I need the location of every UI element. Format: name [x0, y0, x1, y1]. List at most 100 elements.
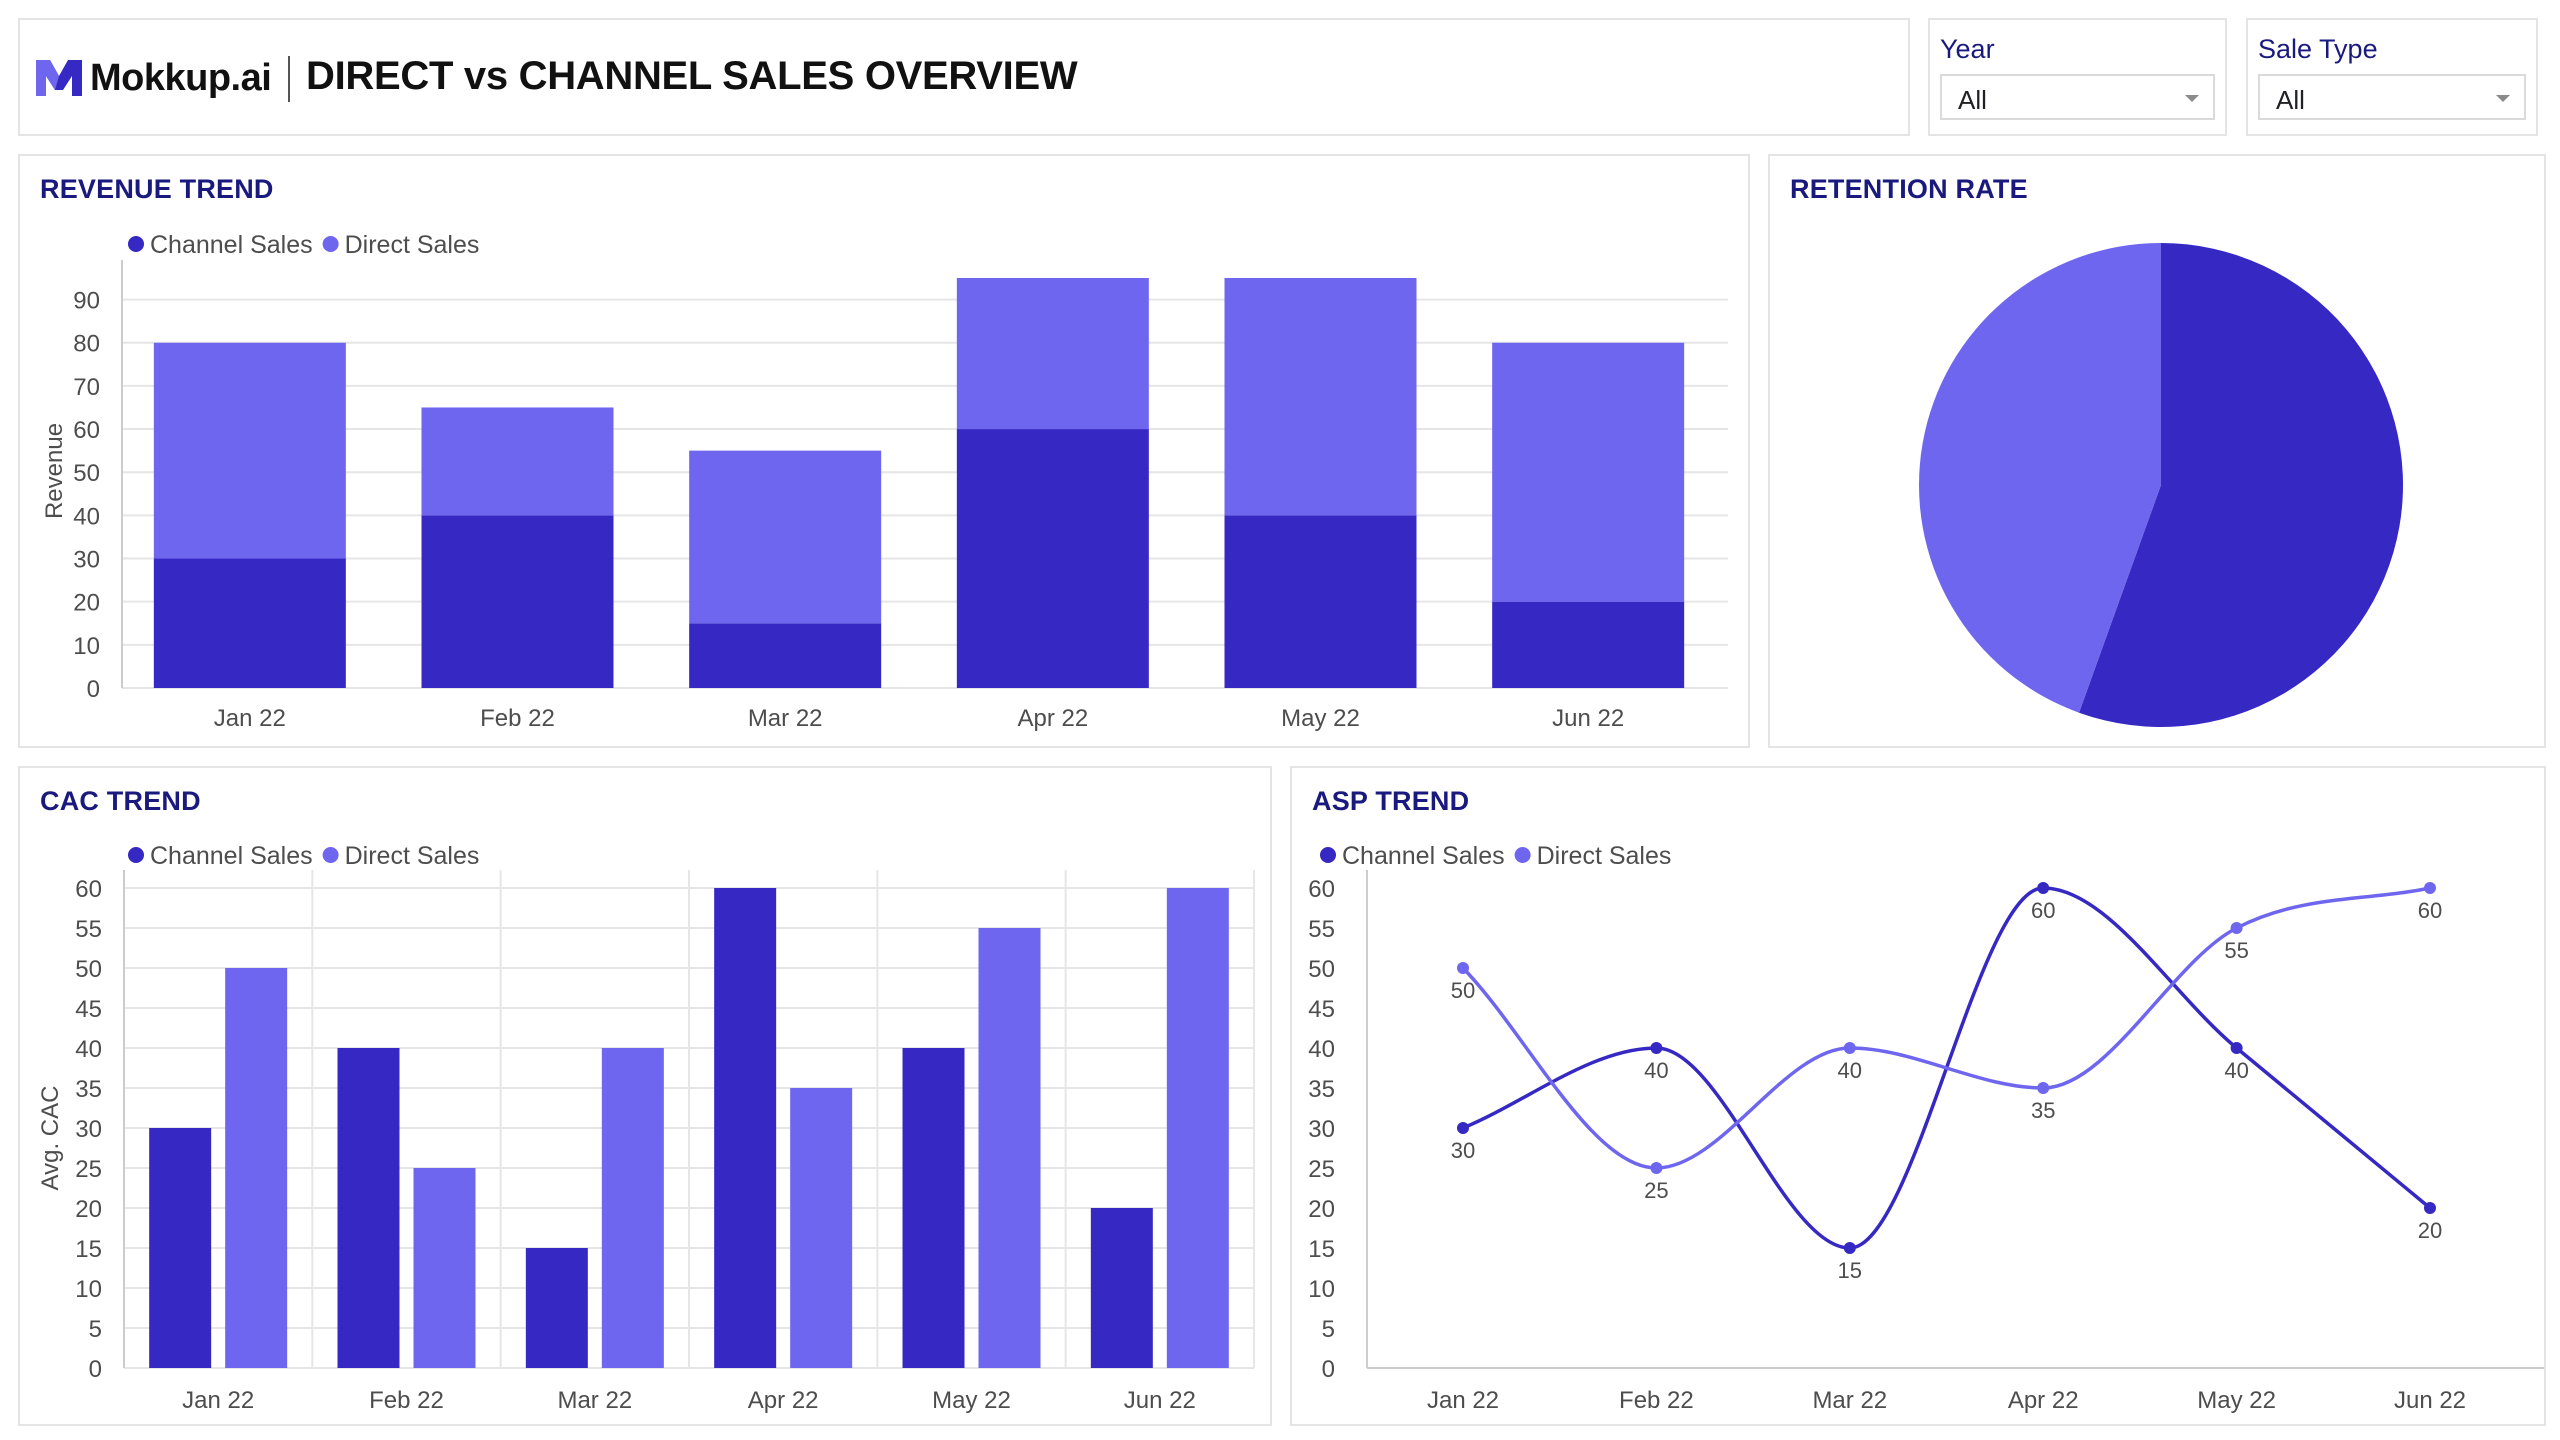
legend-label-channel-sales: Channel Sales	[150, 231, 313, 259]
bar-channel-sales-may-22	[1224, 515, 1417, 688]
y-tick-label: 80	[73, 331, 100, 358]
sale-type-dropdown-value: All	[2276, 85, 2305, 115]
header-bar: Mokkup.ai DIRECT vs CHANNEL SALES OVERVI…	[18, 18, 1910, 136]
y-tick-label: 10	[73, 633, 100, 660]
point-direct-sales-mar-22	[1843, 1042, 1856, 1054]
bar-direct-sales-jan-22	[225, 968, 288, 1368]
y-tick-label: 35	[1308, 1076, 1335, 1103]
x-tick-label: May 22	[1281, 705, 1360, 732]
bar-channel-sales-jun-22	[1090, 1208, 1153, 1368]
y-tick-label: 30	[73, 547, 100, 574]
x-tick-label: Jun 22	[1552, 705, 1624, 732]
bar-direct-sales-may-22	[978, 928, 1041, 1368]
bar-direct-sales-may-22	[1224, 278, 1417, 516]
legend-marker-channel-sales	[128, 236, 144, 252]
y-tick-label: 0	[1322, 1356, 1335, 1383]
page-title: DIRECT vs CHANNEL SALES OVERVIEW	[306, 54, 1078, 98]
bar-direct-sales-feb-22	[421, 407, 614, 516]
x-tick-label: Feb 22	[369, 1387, 444, 1414]
bar-channel-sales-may-22	[902, 1048, 965, 1368]
retention-rate-card: RETENTION RATE	[1768, 154, 2546, 748]
data-label: 50	[1451, 978, 1475, 1003]
x-tick-label: Jun 22	[1124, 1387, 1196, 1414]
bar-direct-sales-jun-22	[1166, 888, 1229, 1368]
y-tick-label: 30	[75, 1116, 102, 1143]
y-tick-label: 40	[1308, 1036, 1335, 1063]
dropdown-arrow-icon	[2496, 95, 2510, 102]
y-tick-label: 10	[1308, 1276, 1335, 1303]
retention-rate-chart	[1918, 243, 2403, 727]
y-tick-label: 90	[73, 288, 100, 315]
y-tick-label: 60	[75, 876, 102, 903]
cac-trend-card: CAC TREND 0 5 10 15 20 25 30 35 40 45 50 55 60 Channe…	[18, 766, 1272, 1426]
data-label: 40	[1838, 1058, 1862, 1083]
point-direct-sales-jan-22	[1457, 962, 1469, 974]
bar-channel-sales-jun-22	[1492, 601, 1685, 688]
x-tick-label: Apr 22	[2008, 1387, 2079, 1414]
bar-channel-sales-jan-22	[153, 558, 346, 688]
bar-direct-sales-jan-22	[153, 342, 346, 559]
dropdown-arrow-icon	[2185, 95, 2199, 102]
x-tick-label: May 22	[932, 1387, 1011, 1414]
data-label: 60	[2031, 898, 2055, 923]
y-tick-label: 50	[75, 956, 102, 983]
y-tick-label: 70	[73, 374, 100, 401]
y-tick-label: 55	[1308, 916, 1335, 943]
y-tick-label: 15	[1308, 1236, 1335, 1263]
data-label: 55	[2224, 938, 2248, 963]
data-label: 25	[1644, 1178, 1668, 1203]
data-label: 30	[1451, 1138, 1475, 1163]
revenue-trend-card: REVENUE TREND 0 10 20 30 40 50 60 70 80 90 Channel…	[18, 154, 1750, 748]
y-tick-label: 40	[75, 1036, 102, 1063]
data-label: 20	[2418, 1218, 2442, 1243]
y-tick-label: 50	[73, 460, 100, 487]
bar-channel-sales-feb-22	[337, 1048, 400, 1368]
year-filter: Year All	[1928, 18, 2227, 136]
legend-label-channel-sales: Channel Sales	[150, 842, 313, 870]
y-tick-label: 15	[75, 1236, 102, 1263]
asp-trend-chart: 0 5 10 15 20 25 30 35 40 45 50 55 60 Channel Sales Dir…	[1308, 842, 2544, 1414]
bar-channel-sales-mar-22	[689, 623, 882, 688]
bar-direct-sales-feb-22	[413, 1168, 476, 1368]
data-label: 40	[2224, 1058, 2248, 1083]
sale-type-filter: Sale Type All	[2246, 18, 2538, 136]
x-tick-label: Apr 22	[748, 1387, 819, 1414]
sale-type-dropdown[interactable]: All	[2258, 74, 2526, 120]
legend-label-channel-sales: Channel Sales	[1342, 842, 1505, 870]
point-direct-sales-apr-22	[2037, 1082, 2050, 1094]
y-tick-label: 45	[1308, 996, 1335, 1023]
sale-type-filter-label: Sale Type	[2258, 34, 2378, 64]
x-tick-label: Mar 22	[748, 705, 823, 732]
data-label: 40	[1644, 1058, 1668, 1083]
line-direct-sales	[1461, 886, 2431, 1170]
year-filter-label: Year	[1940, 34, 1995, 64]
legend-label-direct-sales: Direct Sales	[345, 842, 480, 870]
x-tick-label: Mar 22	[1812, 1387, 1887, 1414]
x-tick-label: Jan 22	[1427, 1387, 1499, 1414]
point-channel-sales-may-22	[2230, 1042, 2243, 1054]
year-dropdown[interactable]: All	[1940, 74, 2215, 120]
y-tick-label: 60	[73, 417, 100, 444]
point-channel-sales-jun-22	[2424, 1202, 2436, 1214]
logo-divider	[288, 56, 290, 102]
cac-trend-chart: 0 5 10 15 20 25 30 35 40 45 50 55 60 Channel Sales Dir…	[37, 842, 1255, 1414]
x-tick-label: Mar 22	[557, 1387, 632, 1414]
data-label: 35	[2031, 1098, 2055, 1123]
x-tick-label: Feb 22	[480, 705, 555, 732]
y-tick-label: 0	[89, 1356, 102, 1383]
x-tick-label: May 22	[2197, 1387, 2276, 1414]
bar-direct-sales-jun-22	[1492, 342, 1685, 602]
retention-rate-title: RETENTION RATE	[1790, 174, 2028, 204]
bar-direct-sales-apr-22	[790, 1088, 853, 1368]
data-label: 15	[1838, 1258, 1862, 1283]
logo-text: Mokkup.ai	[90, 56, 272, 99]
y-tick-label: 35	[75, 1076, 102, 1103]
x-tick-label: Jan 22	[182, 1387, 254, 1414]
y-tick-label: 5	[89, 1316, 102, 1343]
revenue-trend-title: REVENUE TREND	[40, 174, 274, 204]
y-tick-label: 55	[75, 916, 102, 943]
legend-marker-direct-sales	[1514, 847, 1531, 863]
point-channel-sales-apr-22	[2037, 882, 2050, 894]
legend-marker-direct-sales	[322, 847, 339, 863]
point-direct-sales-jun-22	[2424, 882, 2436, 894]
